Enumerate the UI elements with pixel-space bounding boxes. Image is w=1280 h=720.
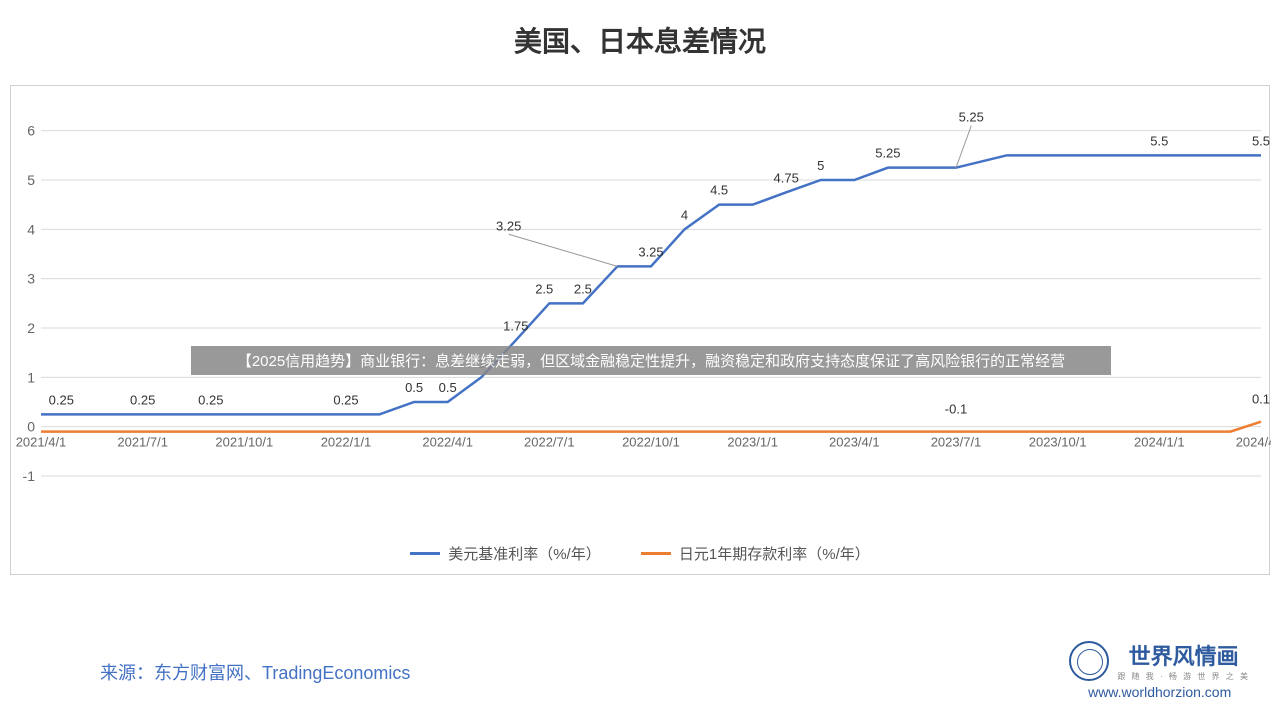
chart-title: 美国、日本息差情况 xyxy=(0,0,1280,70)
chart-container: -1 0 1 2 3 4 5 6 2021/4/1 2021/7/1 2021/10/1 2022/1… xyxy=(10,85,1270,575)
chart-svg: -1 0 1 2 3 4 5 6 2021/4/1 2021/7/1 2021/10/1 2022/1… xyxy=(11,96,1271,526)
svg-text:2023/1/1: 2023/1/1 xyxy=(727,435,778,450)
source-text: 来源：东方财富网、TradingEconomics xyxy=(100,659,410,685)
svg-text:5.5: 5.5 xyxy=(1252,133,1270,148)
svg-text:2021/10/1: 2021/10/1 xyxy=(215,435,273,450)
svg-text:6: 6 xyxy=(27,123,35,139)
svg-text:2.5: 2.5 xyxy=(574,281,592,296)
svg-text:5: 5 xyxy=(817,158,824,173)
svg-text:3: 3 xyxy=(27,271,35,287)
svg-text:0.25: 0.25 xyxy=(198,392,223,407)
svg-text:2022/7/1: 2022/7/1 xyxy=(524,435,575,450)
svg-text:0.25: 0.25 xyxy=(49,392,74,407)
svg-text:0.25: 0.25 xyxy=(333,392,358,407)
logo-sub: 跟 随 我 · 畅 游 世 界 之 美 xyxy=(1117,671,1250,682)
svg-text:4.75: 4.75 xyxy=(774,170,799,185)
svg-text:2: 2 xyxy=(27,320,35,336)
watermark-banner: 【2025信用趋势】商业银行：息差继续走弱，但区域金融稳定性提升，融资稳定和政府… xyxy=(191,346,1111,375)
svg-text:2024/1/1: 2024/1/1 xyxy=(1134,435,1185,450)
svg-text:5.25: 5.25 xyxy=(875,146,900,161)
legend-swatch-jpy xyxy=(641,552,671,555)
logo-url: www.worldhorzion.com xyxy=(1069,684,1250,700)
logo-name: 世界风情画 xyxy=(1117,639,1250,671)
svg-text:2022/10/1: 2022/10/1 xyxy=(622,435,680,450)
legend-item-jpy: 日元1年期存款利率（%/年） xyxy=(641,543,870,564)
legend-label-usd: 美元基准利率（%/年） xyxy=(448,543,601,564)
svg-text:0: 0 xyxy=(27,419,35,435)
svg-text:0.1: 0.1 xyxy=(1252,392,1270,407)
svg-text:2022/1/1: 2022/1/1 xyxy=(321,435,372,450)
legend: 美元基准利率（%/年） 日元1年期存款利率（%/年） xyxy=(11,542,1269,564)
svg-text:1: 1 xyxy=(27,369,35,385)
legend-item-usd: 美元基准利率（%/年） xyxy=(410,543,601,564)
svg-text:1.75: 1.75 xyxy=(503,318,528,333)
svg-text:3.25: 3.25 xyxy=(496,218,521,233)
svg-text:-0.1: -0.1 xyxy=(945,402,967,417)
globe-icon xyxy=(1069,641,1109,681)
svg-text:0.5: 0.5 xyxy=(439,380,457,395)
svg-text:3.25: 3.25 xyxy=(638,244,663,259)
svg-text:4.5: 4.5 xyxy=(710,183,728,198)
svg-text:2023/4/1: 2023/4/1 xyxy=(829,435,880,450)
plot-area: -1 0 1 2 3 4 5 6 2021/4/1 2021/7/1 2021/10/1 2022/1… xyxy=(11,96,1271,526)
svg-text:0.5: 0.5 xyxy=(405,380,423,395)
svg-text:2023/7/1: 2023/7/1 xyxy=(931,435,982,450)
svg-text:2.5: 2.5 xyxy=(535,281,553,296)
svg-text:5: 5 xyxy=(27,172,35,188)
svg-text:2021/4/1: 2021/4/1 xyxy=(16,435,67,450)
svg-text:4: 4 xyxy=(681,207,688,222)
svg-text:5.5: 5.5 xyxy=(1150,133,1168,148)
svg-text:4: 4 xyxy=(27,221,35,237)
svg-text:2023/10/1: 2023/10/1 xyxy=(1029,435,1087,450)
svg-text:2021/7/1: 2021/7/1 xyxy=(117,435,168,450)
svg-text:2022/4/1: 2022/4/1 xyxy=(422,435,473,450)
svg-text:0.25: 0.25 xyxy=(130,392,155,407)
logo-block: 世界风情画 跟 随 我 · 畅 游 世 界 之 美 www.worldhorzi… xyxy=(1069,639,1250,700)
svg-text:-1: -1 xyxy=(23,468,36,484)
legend-label-jpy: 日元1年期存款利率（%/年） xyxy=(679,543,870,564)
svg-text:2024/4/1: 2024/4/1 xyxy=(1236,435,1271,450)
svg-text:5.25: 5.25 xyxy=(959,110,984,125)
legend-swatch-usd xyxy=(410,552,440,555)
